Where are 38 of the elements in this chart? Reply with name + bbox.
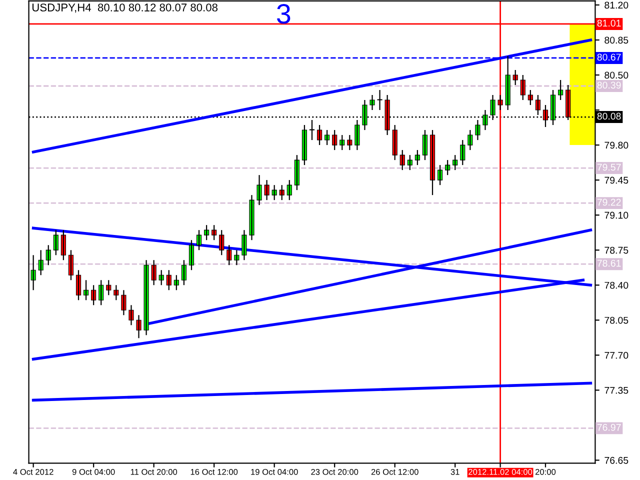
x-tick-label: 19 Oct 04:00: [251, 468, 298, 475]
x-tick-label: 9 Oct 04:00: [72, 468, 115, 475]
ref-line-label: 80.39: [597, 82, 621, 89]
x-tick-label: 20:00: [535, 468, 556, 475]
x-tick-label: 16 Oct 12:00: [190, 468, 238, 475]
x-tick-label: 26 Oct 12:00: [371, 468, 418, 475]
y-tick-label: 77.70: [604, 352, 628, 359]
ref-line-label: 80.67: [597, 54, 621, 61]
ref-line-label: 79.22: [597, 198, 621, 206]
y-tick-label: 80.50: [604, 72, 628, 79]
candlestick: [468, 129, 473, 151]
y-tick-label: 80.85: [604, 36, 628, 44]
y-tick-label: 79.10: [604, 212, 628, 219]
y-tick-label: 79.80: [604, 142, 628, 149]
y-tick-label: 79.45: [604, 176, 628, 184]
y-tick-label: 78.40: [604, 282, 628, 289]
x-tick-label: 2012.11.02 04:00: [468, 468, 532, 475]
ref-line-label: 81.01: [597, 20, 621, 27]
x-tick-label: 31: [450, 468, 460, 475]
ref-line-label: 78.61: [597, 260, 621, 267]
y-tick-label: 76.65: [604, 456, 628, 464]
annotation: 3: [277, 4, 290, 24]
x-tick-label: 23 Oct 20:00: [311, 468, 358, 475]
candlestick: [505, 55, 510, 111]
candlestick: [309, 119, 315, 141]
y-tick-label: 78.75: [604, 246, 628, 254]
y-tick-label: 77.35: [604, 386, 628, 394]
chart-title: USDJPY,H4 80.10 80.12 80.07 80.08: [32, 4, 218, 13]
y-tick-label: 78.05: [604, 316, 628, 324]
x-tick-label: 11 Oct 20:00: [130, 468, 178, 475]
y-tick-label: 81.20: [604, 2, 628, 9]
ref-line-label: 80.08: [597, 112, 621, 120]
candlestick: [264, 180, 270, 201]
candlestick: [377, 89, 382, 111]
x-tick-label: 4 Oct 2012: [13, 468, 54, 475]
ref-line-label: 79.57: [597, 164, 621, 171]
ref-line-label: 76.97: [597, 424, 621, 431]
candlestick: [354, 119, 360, 151]
